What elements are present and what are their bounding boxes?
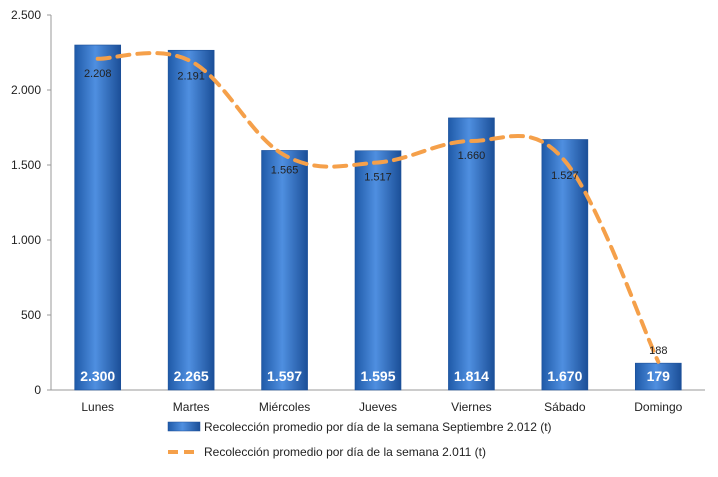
bar	[167, 49, 215, 391]
x-category-label: Viernes	[451, 400, 491, 414]
x-category-labels: Lunes Martes Miércoles Jueves Viernes Sábado D…	[81, 400, 682, 414]
y-tick-label: 500	[21, 308, 41, 322]
bar-value-label: 1.670	[547, 368, 582, 384]
line-value-label: 1.565	[271, 164, 299, 176]
x-category-label: Jueves	[359, 400, 397, 414]
bar-value-label: 1.595	[360, 368, 395, 384]
y-tick-label: 2.500	[11, 8, 41, 22]
y-tick-label: 2.000	[11, 83, 41, 97]
x-category-label: Domingo	[634, 400, 682, 414]
bar	[261, 150, 308, 391]
bar-series: 2.300 2.265 1.597 1.595 1.814 1.670 179	[74, 44, 682, 391]
bar-value-label: 2.300	[80, 368, 115, 384]
bar-value-label: 1.597	[267, 368, 302, 384]
x-category-label: Miércoles	[259, 400, 310, 414]
y-tick-labels: 0 500 1.000 1.500 2.000 2.500	[11, 8, 51, 397]
y-tick-label: 1.000	[11, 233, 41, 247]
legend-bar-label: Recolección promedio por día de la seman…	[204, 420, 552, 434]
legend: Recolección promedio por día de la seman…	[167, 420, 552, 459]
line-value-label: 188	[649, 345, 667, 357]
bar	[448, 117, 495, 391]
legend-line-label: Recolección promedio por día de la seman…	[204, 445, 486, 459]
line-value-label: 1.527	[551, 170, 579, 182]
bar-value-label: 2.265	[174, 368, 209, 384]
line-value-label: 1.660	[458, 150, 486, 162]
line-value-label: 1.517	[364, 171, 392, 183]
line-value-label: 2.208	[84, 68, 112, 80]
bar-value-label: 179	[647, 368, 671, 384]
legend-bar-swatch	[167, 421, 201, 432]
x-category-label: Lunes	[81, 400, 114, 414]
bar-value-label: 1.814	[454, 368, 489, 384]
y-tick-label: 0	[34, 383, 41, 397]
bar	[634, 362, 682, 391]
x-category-label: Sábado	[544, 400, 586, 414]
bar	[354, 150, 402, 391]
bar	[74, 44, 122, 391]
line-value-label: 2.191	[177, 70, 205, 82]
line-series: 2.208 2.191 1.565 1.517 1.660 1.527 188	[84, 51, 667, 364]
x-category-label: Martes	[173, 400, 210, 414]
y-tick-label: 1.500	[11, 158, 41, 172]
series-line	[95, 51, 661, 364]
